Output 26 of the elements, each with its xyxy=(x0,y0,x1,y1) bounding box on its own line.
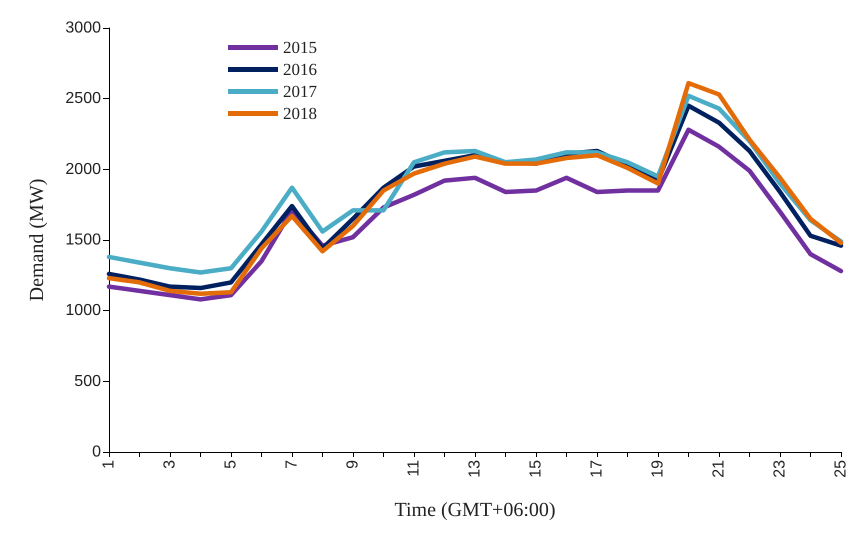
legend-label: 2016 xyxy=(283,60,317,79)
y-tick-label: 2000 xyxy=(65,160,102,178)
y-tick-label: 2500 xyxy=(65,90,102,108)
x-tick-label: 15 xyxy=(528,460,544,478)
x-tick-label: 5 xyxy=(222,460,240,469)
legend-label: 2017 xyxy=(283,82,318,101)
x-tick-label: 1 xyxy=(100,460,118,469)
x-tick-label: 3 xyxy=(162,460,178,469)
x-tick-label: 19 xyxy=(650,460,666,478)
x-tick-label: 9 xyxy=(344,460,362,469)
y-tick-label: 1500 xyxy=(65,232,102,248)
x-tick-label: 11 xyxy=(406,460,422,477)
x-tick-label: 25 xyxy=(832,460,850,478)
x-axis-title: Time (GMT+06:00) xyxy=(394,499,556,521)
legend-label: 2015 xyxy=(283,38,317,57)
y-tick-label: 1000 xyxy=(65,302,102,320)
y-tick-label: 3000 xyxy=(65,20,102,36)
y-axis-title: Demand (MW) xyxy=(26,178,48,302)
legend-label: 2018 xyxy=(283,104,317,123)
x-tick-label: 7 xyxy=(284,460,300,469)
x-tick-label: 21 xyxy=(710,460,728,478)
y-tick-label: 500 xyxy=(74,372,102,390)
y-tick-label: 0 xyxy=(92,444,102,460)
x-tick-label: 17 xyxy=(588,460,606,478)
x-tick-label: 23 xyxy=(772,460,788,478)
x-tick-label: 13 xyxy=(466,460,484,478)
